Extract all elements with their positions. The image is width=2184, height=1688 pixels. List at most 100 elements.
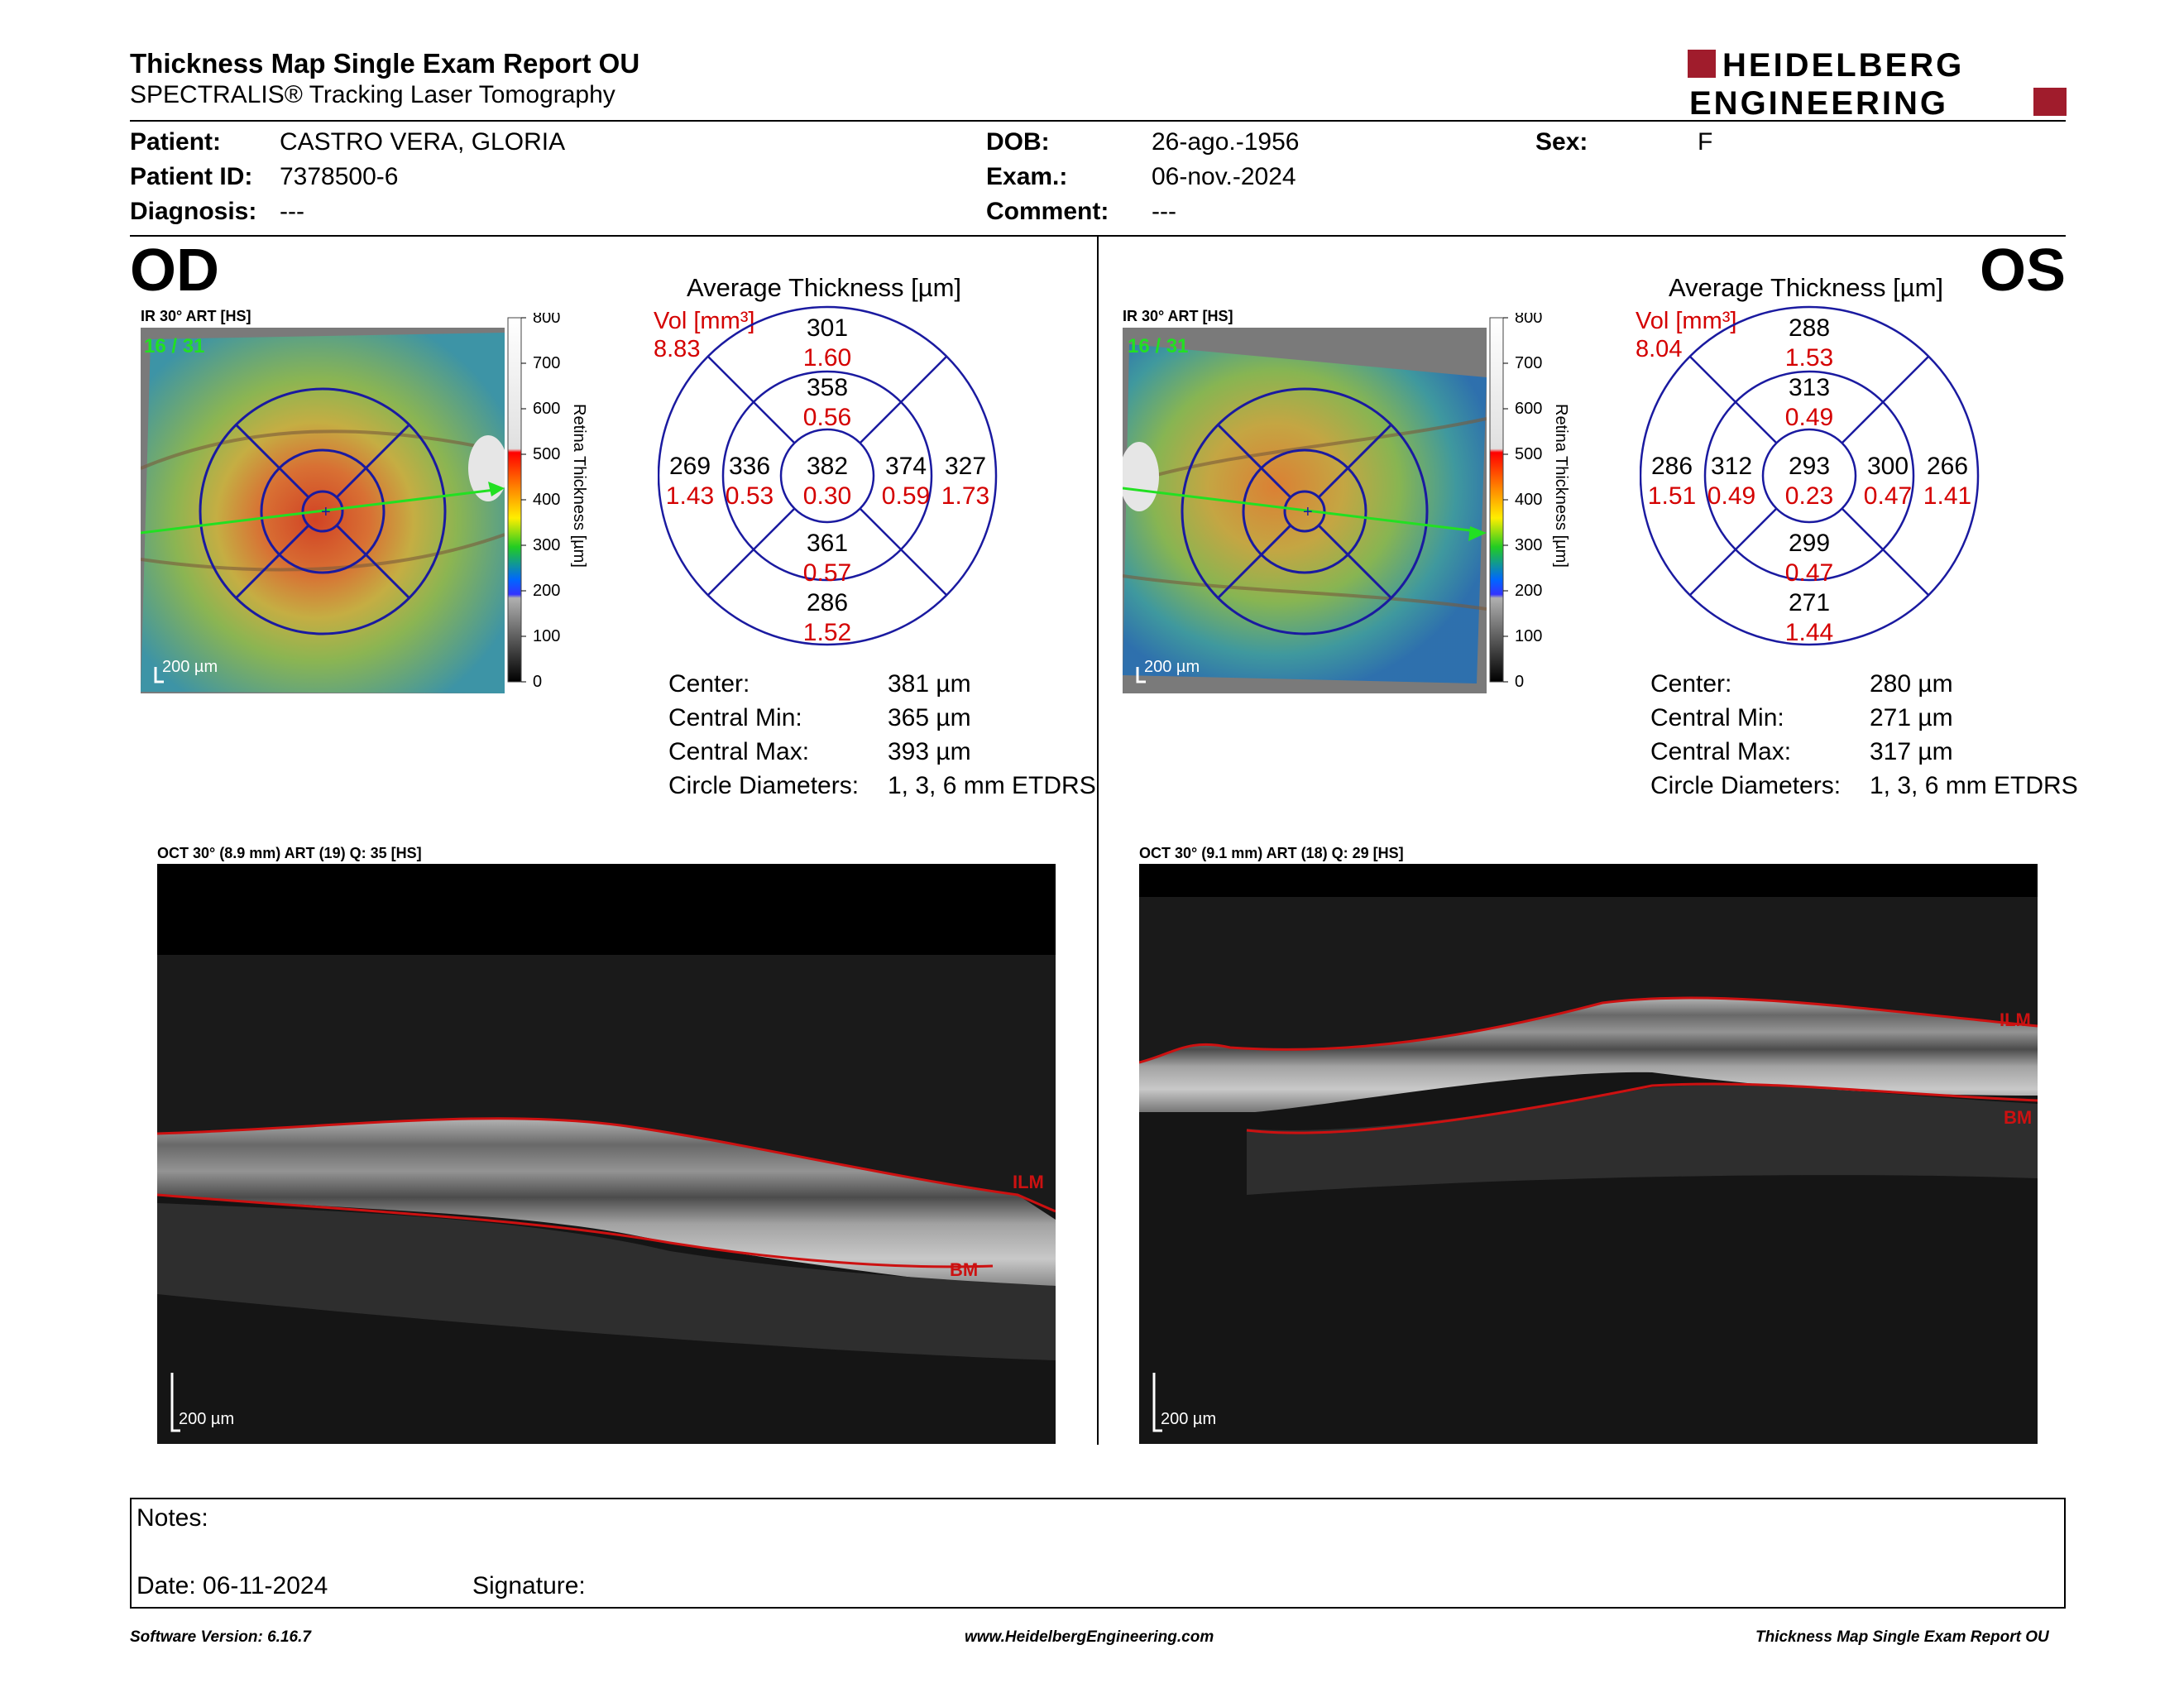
svg-text:400: 400 xyxy=(533,491,560,509)
od-oct-bscan: ILM BM 200 µm xyxy=(157,864,1056,1444)
heidelberg-logo: HEIDELBERG ENGINEERING xyxy=(1688,47,2067,117)
svg-text:16 / 31: 16 / 31 xyxy=(1128,335,1188,357)
os-bm-line xyxy=(1246,1082,2038,1134)
svg-text:0.59: 0.59 xyxy=(882,482,930,510)
svg-text:271: 271 xyxy=(1789,589,1830,616)
svg-text:0.49: 0.49 xyxy=(1707,482,1755,510)
os-diam-label: Circle Diameters: xyxy=(1650,772,1842,799)
dob-value: 26-ago.-1956 xyxy=(1152,128,1300,156)
svg-text:300: 300 xyxy=(1867,453,1909,480)
os-vol-value: 8.04 xyxy=(1636,336,1683,362)
svg-text:286: 286 xyxy=(1651,453,1693,480)
os-eye-label: OS xyxy=(1980,237,2067,304)
svg-text:BM: BM xyxy=(950,1259,978,1280)
svg-text:374: 374 xyxy=(885,453,927,480)
svg-text:0.53: 0.53 xyxy=(726,482,774,510)
svg-text:327: 327 xyxy=(945,453,986,480)
svg-text:0.23: 0.23 xyxy=(1785,482,1833,510)
svg-text:500: 500 xyxy=(533,445,560,463)
svg-text:+: + xyxy=(321,503,331,521)
svg-text:286: 286 xyxy=(807,589,848,616)
svg-text:382: 382 xyxy=(807,453,848,480)
diagnosis-value: --- xyxy=(280,198,304,225)
os-max-label: Central Max: xyxy=(1650,738,1792,765)
svg-text:313: 313 xyxy=(1789,374,1830,401)
svg-text:300: 300 xyxy=(533,536,560,554)
signature-label: Signature: xyxy=(472,1572,586,1599)
svg-text:299: 299 xyxy=(1789,530,1830,557)
svg-text:1.73: 1.73 xyxy=(941,482,989,510)
svg-text:266: 266 xyxy=(1927,453,1968,480)
os-center-value: 280 µm xyxy=(1870,670,1953,698)
od-diam-value: 1, 3, 6 mm ETDRS xyxy=(888,772,1096,799)
svg-text:301: 301 xyxy=(807,314,848,342)
sex-value: F xyxy=(1698,128,1713,156)
svg-text:0.57: 0.57 xyxy=(803,559,851,587)
svg-text:1.51: 1.51 xyxy=(1648,482,1696,510)
svg-text:400: 400 xyxy=(1515,491,1542,509)
os-diam-value: 1, 3, 6 mm ETDRS xyxy=(1870,772,2078,799)
notes-label: Notes: xyxy=(136,1504,208,1532)
os-min-value: 271 µm xyxy=(1870,704,1953,731)
svg-text:300: 300 xyxy=(1515,536,1542,554)
os-thickness-map: + 16 / 31 200 µm xyxy=(1123,328,1487,693)
svg-text:0.56: 0.56 xyxy=(803,404,851,431)
svg-text:0.30: 0.30 xyxy=(803,482,851,510)
svg-text:200 µm: 200 µm xyxy=(179,1410,234,1428)
os-oct-bscan: ILM BM 200 µm xyxy=(1139,864,2038,1444)
svg-text:500: 500 xyxy=(1515,445,1542,463)
dob-label: DOB: xyxy=(986,128,1050,156)
svg-text:100: 100 xyxy=(1515,627,1542,645)
od-diam-label: Circle Diameters: xyxy=(668,772,860,799)
svg-text:800: 800 xyxy=(533,313,560,327)
svg-text:16 / 31: 16 / 31 xyxy=(144,335,204,357)
os-center-label: Center: xyxy=(1650,670,1732,698)
os-ir-title: IR 30° ART [HS] xyxy=(1123,308,1233,324)
notes-box: Notes: Date: 06-11-2024 Signature: xyxy=(130,1498,2066,1609)
footer-report-name: Thickness Map Single Exam Report OU xyxy=(1755,1628,2049,1646)
od-ilm-line xyxy=(157,1117,1056,1213)
od-vol-label: Vol [mm³] xyxy=(654,308,755,334)
svg-text:293: 293 xyxy=(1789,453,1830,480)
patient-name: CASTRO VERA, GLORIA xyxy=(280,128,566,156)
software-version: Software Version: 6.16.7 xyxy=(130,1628,311,1646)
od-thickness-map: + 16 / 31 200 µm xyxy=(141,328,505,693)
svg-text:361: 361 xyxy=(807,530,848,557)
os-etdrs-grid: 288 1.53 313 0.49 286 1.51 312 0.49 293 … xyxy=(1640,305,1980,646)
os-scan-line xyxy=(1123,487,1478,533)
od-max-value: 393 µm xyxy=(888,738,971,765)
svg-text:0.49: 0.49 xyxy=(1785,404,1833,431)
od-min-value: 365 µm xyxy=(888,704,971,731)
svg-text:200 µm: 200 µm xyxy=(1161,1410,1216,1428)
od-bm-line xyxy=(157,1193,994,1268)
svg-text:0.47: 0.47 xyxy=(1864,482,1912,510)
svg-text:100: 100 xyxy=(533,627,560,645)
svg-text:ILM: ILM xyxy=(2000,1009,2031,1030)
report-title: Thickness Map Single Exam Report OU xyxy=(130,48,640,79)
od-max-label: Central Max: xyxy=(668,738,810,765)
report-subtitle: SPECTRALIS® Tracking Laser Tomography xyxy=(130,81,615,108)
svg-text:+: + xyxy=(1303,503,1313,521)
website-link[interactable]: www.HeidelbergEngineering.com xyxy=(965,1628,1214,1646)
svg-text:HEIDELBERG: HEIDELBERG xyxy=(1722,47,1964,84)
svg-text:700: 700 xyxy=(1515,354,1542,372)
os-min-label: Central Min: xyxy=(1650,704,1784,731)
od-center-label: Center: xyxy=(668,670,750,698)
od-center-value: 381 µm xyxy=(888,670,971,698)
od-etdrs-grid: 301 1.60 358 0.56 269 1.43 336 0.53 382 … xyxy=(658,305,998,646)
svg-text:358: 358 xyxy=(807,374,848,401)
od-eye-label: OD xyxy=(130,237,219,304)
od-min-label: Central Min: xyxy=(668,704,802,731)
comment-label: Comment: xyxy=(986,198,1109,225)
svg-text:0: 0 xyxy=(1515,673,1524,691)
svg-text:Retina Thickness [µm]: Retina Thickness [µm] xyxy=(570,404,588,568)
svg-text:1.41: 1.41 xyxy=(1923,482,1971,510)
svg-text:0: 0 xyxy=(533,673,542,691)
svg-text:600: 600 xyxy=(533,400,560,418)
os-ilm-line xyxy=(1139,996,2038,1064)
svg-text:200 µm: 200 µm xyxy=(1144,658,1200,676)
patient-label: Patient: xyxy=(130,128,222,156)
svg-text:0.47: 0.47 xyxy=(1785,559,1833,587)
svg-text:1.53: 1.53 xyxy=(1785,344,1833,372)
od-scan-line xyxy=(141,488,496,535)
